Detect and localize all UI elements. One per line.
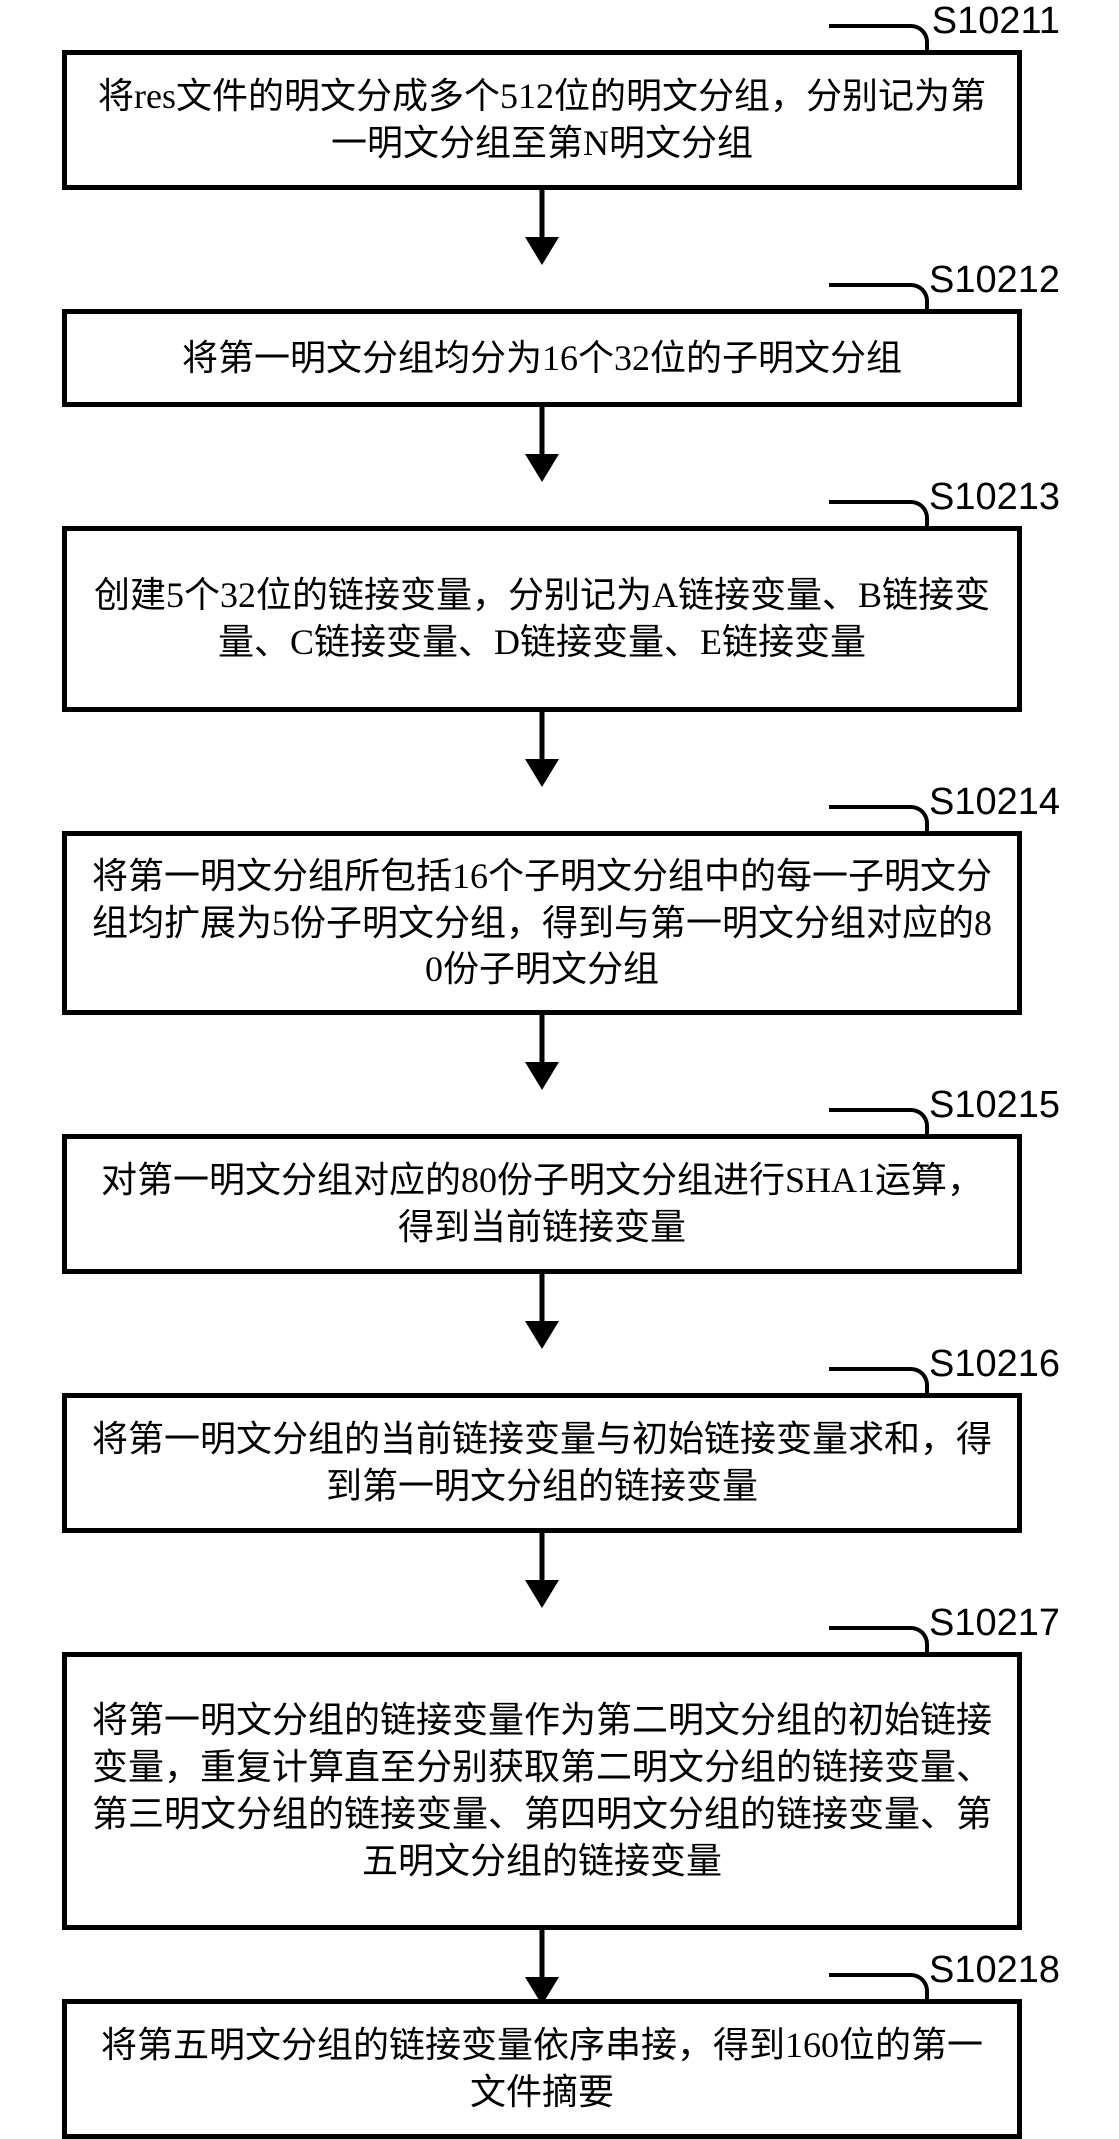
step-label-row: S10218 (0, 1949, 1119, 1999)
step-S10212: S10212 将第一明文分组均分为16个32位的子明文分组 (0, 259, 1119, 482)
step-S10213: S10213 创建5个32位的链接变量，分别记为A链接变量、B链接变量、C链接变量… (0, 476, 1119, 787)
step-label-row: S10212 (0, 259, 1119, 309)
step-box: 将第一明文分组所包括16个子明文分组中的每一子明文分组均扩展为5份子明文分组，得… (62, 831, 1022, 1015)
step-text: 将第一明文分组所包括16个子明文分组中的每一子明文分组均扩展为5份子明文分组，得… (87, 853, 997, 993)
step-label-row: S10216 (0, 1343, 1119, 1393)
callout-connector (829, 24, 929, 54)
step-label: S10214 (929, 781, 1060, 824)
flow-arrow (62, 190, 1022, 265)
step-S10216: S10216 将第一明文分组的当前链接变量与初始链接变量求和，得到第一明文分组的链… (0, 1343, 1119, 1608)
step-label: S10211 (932, 0, 1060, 43)
step-text: 将res文件的明文分成多个512位的明文分组，分别记为第一明文分组至第N明文分组 (87, 73, 997, 167)
callout-connector (829, 283, 929, 313)
step-box: 将第一明文分组均分为16个32位的子明文分组 (62, 309, 1022, 407)
step-label-row: S10217 (0, 1602, 1119, 1652)
flow-arrow (62, 1274, 1022, 1349)
step-text: 创建5个32位的链接变量，分别记为A链接变量、B链接变量、C链接变量、D链接变量… (87, 572, 997, 666)
callout-connector (829, 500, 929, 530)
step-label: S10212 (929, 259, 1060, 302)
step-text: 将第一明文分组的链接变量作为第二明文分组的初始链接变量，重复计算直至分别获取第二… (87, 1697, 997, 1884)
step-label-row: S10215 (0, 1084, 1119, 1134)
arrow-line (540, 190, 545, 241)
step-label-row: S10213 (0, 476, 1119, 526)
step-label: S10215 (929, 1084, 1060, 1127)
step-label-row: S10211 (0, 0, 1119, 50)
callout-connector (829, 1626, 929, 1656)
step-label: S10218 (929, 1949, 1060, 1992)
step-box: 将第一明文分组的链接变量作为第二明文分组的初始链接变量，重复计算直至分别获取第二… (62, 1652, 1022, 1930)
callout-connector (829, 1108, 929, 1138)
arrow-line (540, 1533, 545, 1584)
sha1-flowchart: S10211 将res文件的明文分成多个512位的明文分组，分别记为第一明文分组至… (0, 0, 1119, 2126)
callout-connector (829, 805, 929, 835)
flow-arrow (62, 1015, 1022, 1090)
step-S10211: S10211 将res文件的明文分成多个512位的明文分组，分别记为第一明文分组至… (0, 0, 1119, 265)
step-S10218: S10218 将第五明文分组的链接变量依序串接，得到160位的第一文件摘要 (0, 1949, 1119, 2139)
callout-connector (829, 1367, 929, 1397)
step-S10215: S10215 对第一明文分组对应的80份子明文分组进行SHA1运算，得到当前链接变… (0, 1084, 1119, 1349)
flow-arrow (62, 712, 1022, 787)
step-box: 创建5个32位的链接变量，分别记为A链接变量、B链接变量、C链接变量、D链接变量… (62, 526, 1022, 712)
step-label: S10217 (929, 1602, 1060, 1645)
step-text: 将第一明文分组均分为16个32位的子明文分组 (87, 335, 997, 382)
step-box: 对第一明文分组对应的80份子明文分组进行SHA1运算，得到当前链接变量 (62, 1134, 1022, 1274)
step-S10214: S10214 将第一明文分组所包括16个子明文分组中的每一子明文分组均扩展为5份子… (0, 781, 1119, 1090)
arrow-line (540, 1274, 545, 1325)
step-box: 将第五明文分组的链接变量依序串接，得到160位的第一文件摘要 (62, 1999, 1022, 2139)
arrow-line (540, 407, 545, 458)
step-label: S10213 (929, 476, 1060, 519)
callout-connector (829, 1973, 929, 2003)
flow-arrow (62, 1533, 1022, 1608)
step-label: S10216 (929, 1343, 1060, 1386)
step-box: 将第一明文分组的当前链接变量与初始链接变量求和，得到第一明文分组的链接变量 (62, 1393, 1022, 1533)
step-label-row: S10214 (0, 781, 1119, 831)
step-text: 对第一明文分组对应的80份子明文分组进行SHA1运算，得到当前链接变量 (87, 1157, 997, 1251)
flow-arrow (62, 407, 1022, 482)
step-text: 将第五明文分组的链接变量依序串接，得到160位的第一文件摘要 (87, 2022, 997, 2116)
arrow-line (540, 712, 545, 763)
step-text: 将第一明文分组的当前链接变量与初始链接变量求和，得到第一明文分组的链接变量 (87, 1416, 997, 1510)
arrow-line (540, 1015, 545, 1066)
step-S10217: S10217 将第一明文分组的链接变量作为第二明文分组的初始链接变量，重复计算直至… (0, 1602, 1119, 2005)
step-box: 将res文件的明文分成多个512位的明文分组，分别记为第一明文分组至第N明文分组 (62, 50, 1022, 190)
